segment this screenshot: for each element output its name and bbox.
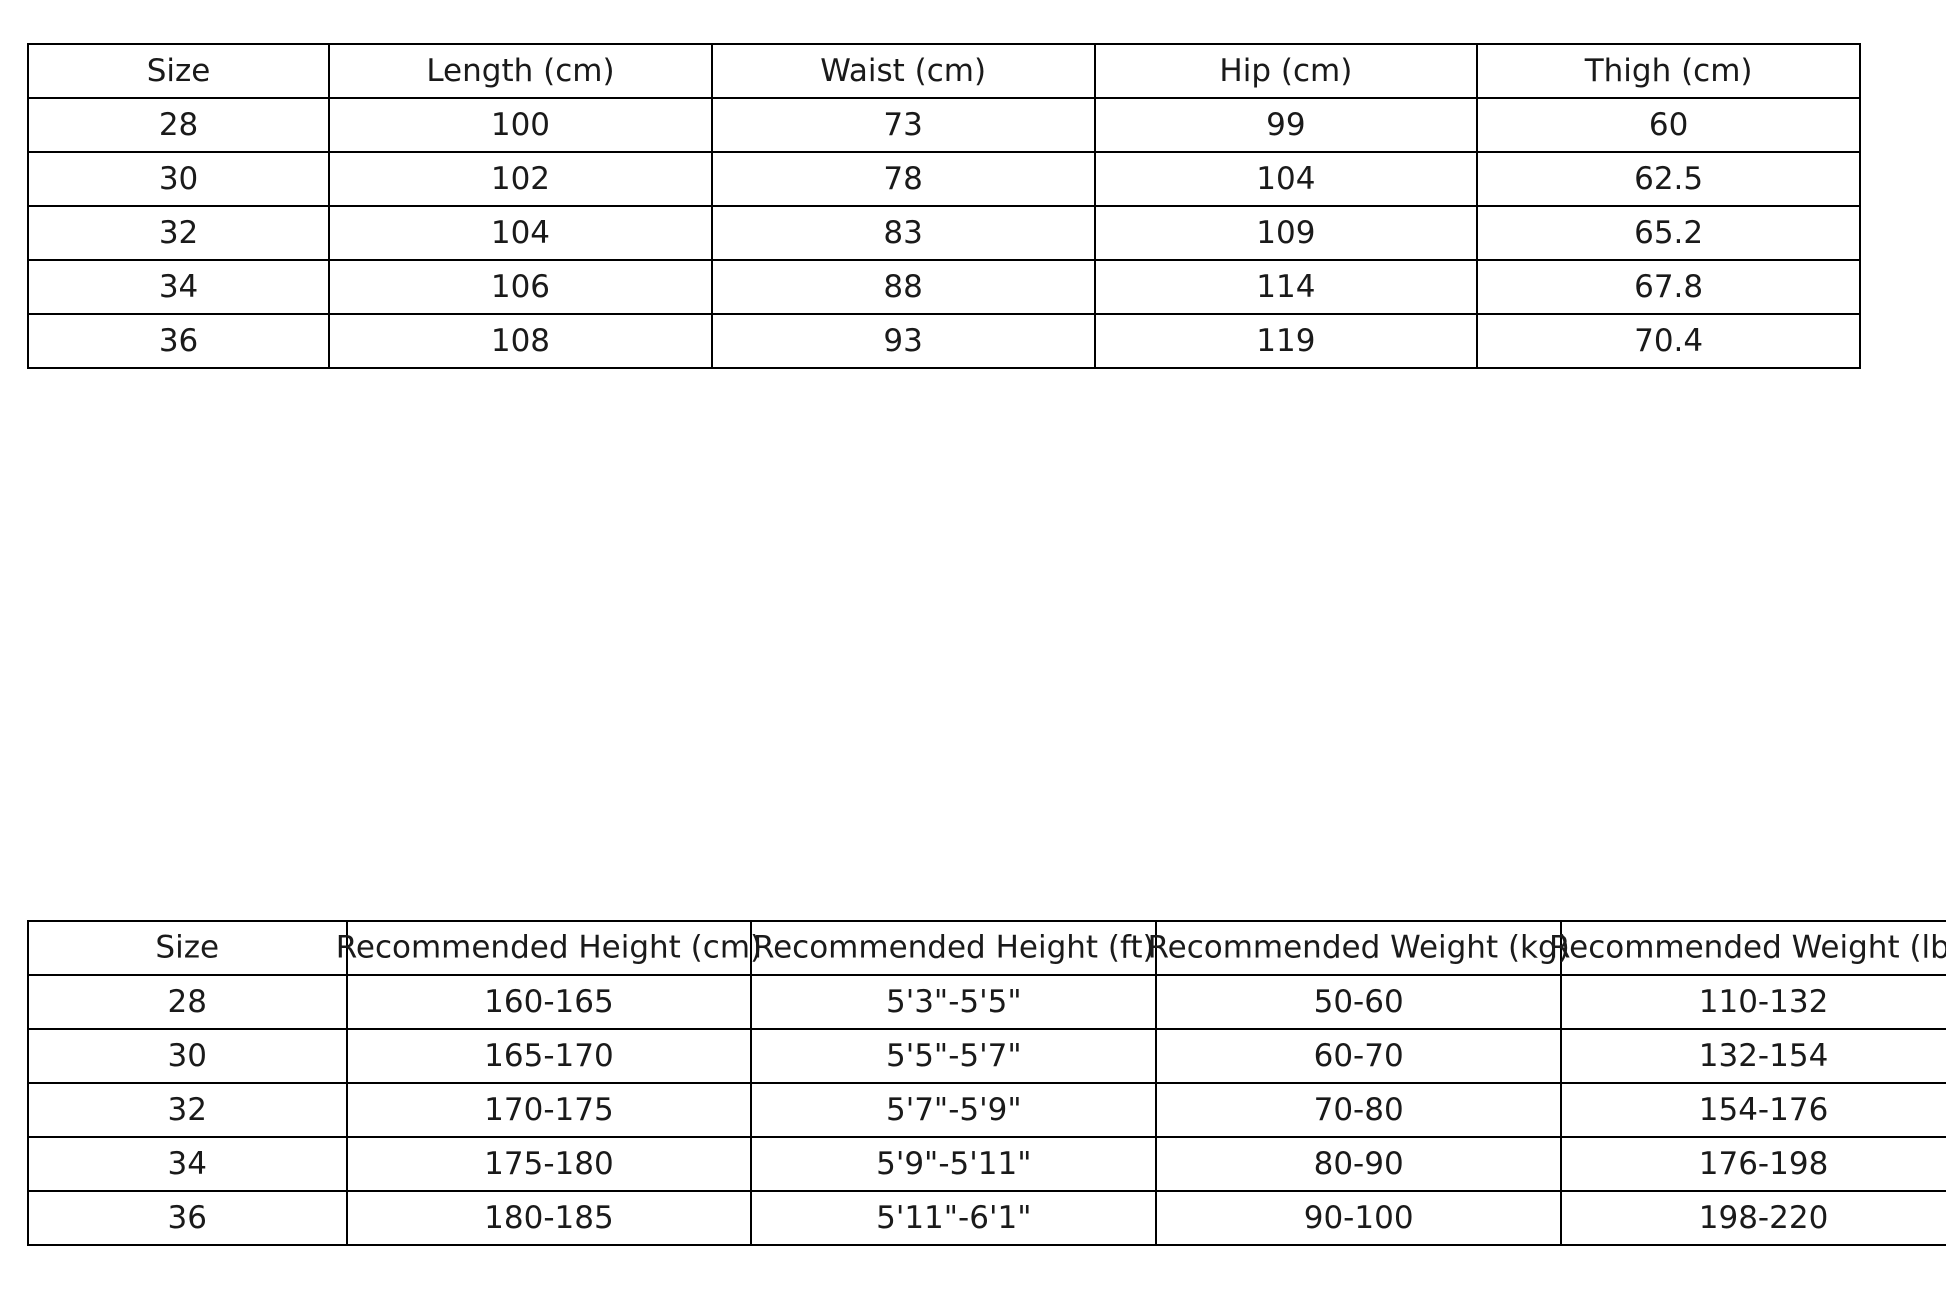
cell-weight-lbs: 132-154 — [1560, 1028, 1946, 1084]
size-chart-table: Size Length (cm) Waist (cm) Hip (cm) Thi… — [26, 43, 1861, 369]
table-row: 32 170-175 5'7"-5'9" 70-80 154-176 — [27, 1082, 1946, 1138]
size-chart-header: Size Length (cm) Waist (cm) Hip (cm) Thi… — [26, 43, 1861, 99]
table-row: 28 160-165 5'3"-5'5" 50-60 110-132 — [27, 974, 1946, 1030]
cell-weight-lbs: 110-132 — [1560, 974, 1946, 1030]
cell-thigh: 62.5 — [1476, 151, 1861, 207]
cell-waist: 73 — [710, 97, 1096, 153]
table-row: 30 102 78 104 62.5 — [26, 151, 1861, 207]
column-header-length: Length (cm) — [328, 43, 713, 99]
column-header-recommended-height-ft-label: Recommended Height (ft) — [752, 929, 1155, 966]
cell-thigh: 65.2 — [1476, 205, 1861, 261]
cell-weight-kg: 50-60 — [1155, 974, 1563, 1030]
table-header-row: Size Length (cm) Waist (cm) Hip (cm) Thi… — [26, 43, 1861, 99]
cell-waist: 88 — [710, 259, 1096, 315]
column-header-waist: Waist (cm) — [710, 43, 1096, 99]
fit-guide-body: 28 160-165 5'3"-5'5" 50-60 110-132 30 16… — [27, 974, 1946, 1246]
column-header-size: Size — [26, 43, 331, 99]
column-header-hip: Hip (cm) — [1093, 43, 1479, 99]
cell-height-ft: 5'7"-5'9" — [750, 1082, 1158, 1138]
table-row: 30 165-170 5'5"-5'7" 60-70 132-154 — [27, 1028, 1946, 1084]
column-header-recommended-weight-lbs-label: Recommended Weight (lbs) — [1548, 929, 1946, 966]
cell-height-cm: 175-180 — [345, 1136, 753, 1192]
table-row: 28 100 73 99 60 — [26, 97, 1861, 153]
cell-size: 30 — [27, 1028, 348, 1084]
cell-hip: 104 — [1093, 151, 1479, 207]
cell-height-cm: 180-185 — [345, 1190, 753, 1246]
cell-size: 36 — [26, 313, 331, 369]
column-header-size-label: Size — [155, 929, 220, 966]
cell-hip: 109 — [1093, 205, 1479, 261]
column-header-thigh: Thigh (cm) — [1476, 43, 1861, 99]
cell-thigh: 70.4 — [1476, 313, 1861, 369]
column-header-recommended-weight-kg-label: Recommended Weight (kg) — [1147, 929, 1570, 966]
column-header-recommended-weight-lbs: Recommended Weight (lbs) — [1549, 920, 1946, 976]
cell-weight-lbs: 198-220 — [1560, 1190, 1946, 1246]
cell-thigh: 67.8 — [1476, 259, 1861, 315]
cell-size: 34 — [27, 1136, 348, 1192]
table-header-row: Size Recommended Height (cm) Recommended… — [27, 920, 1946, 976]
size-chart-body: 28 100 73 99 60 30 102 78 104 62.5 32 10… — [26, 97, 1861, 369]
cell-waist: 78 — [710, 151, 1096, 207]
cell-length: 104 — [328, 205, 713, 261]
column-header-recommended-height-cm: Recommended Height (cm) — [336, 920, 762, 976]
cell-size: 28 — [26, 97, 331, 153]
cell-weight-kg: 80-90 — [1155, 1136, 1563, 1192]
cell-thigh: 60 — [1476, 97, 1861, 153]
cell-hip: 114 — [1093, 259, 1479, 315]
cell-height-ft: 5'11"-6'1" — [750, 1190, 1158, 1246]
column-header-size: Size — [27, 920, 348, 976]
cell-height-cm: 160-165 — [345, 974, 753, 1030]
cell-weight-kg: 90-100 — [1155, 1190, 1563, 1246]
cell-length: 102 — [328, 151, 713, 207]
cell-weight-kg: 70-80 — [1155, 1082, 1563, 1138]
fit-guide-table: Size Recommended Height (cm) Recommended… — [27, 920, 1946, 1246]
cell-size: 32 — [27, 1082, 348, 1138]
cell-size: 28 — [27, 974, 348, 1030]
cell-weight-lbs: 154-176 — [1560, 1082, 1946, 1138]
fit-guide-header: Size Recommended Height (cm) Recommended… — [27, 920, 1946, 976]
cell-waist: 93 — [710, 313, 1096, 369]
table-row: 36 108 93 119 70.4 — [26, 313, 1861, 369]
cell-length: 100 — [328, 97, 713, 153]
column-header-recommended-weight-kg: Recommended Weight (kg) — [1147, 920, 1570, 976]
cell-weight-kg: 60-70 — [1155, 1028, 1563, 1084]
cell-height-ft: 5'9"-5'11" — [750, 1136, 1158, 1192]
column-header-recommended-height-cm-label: Recommended Height (cm) — [335, 929, 763, 966]
cell-height-cm: 165-170 — [345, 1028, 753, 1084]
cell-size: 30 — [26, 151, 331, 207]
cell-hip: 119 — [1093, 313, 1479, 369]
cell-weight-lbs: 176-198 — [1560, 1136, 1946, 1192]
column-header-recommended-height-ft: Recommended Height (ft) — [750, 920, 1158, 976]
table-row: 34 106 88 114 67.8 — [26, 259, 1861, 315]
cell-size: 36 — [27, 1190, 348, 1246]
cell-height-cm: 170-175 — [345, 1082, 753, 1138]
table-row: 34 175-180 5'9"-5'11" 80-90 176-198 — [27, 1136, 1946, 1192]
cell-length: 108 — [328, 313, 713, 369]
cell-waist: 83 — [710, 205, 1096, 261]
cell-height-ft: 5'3"-5'5" — [750, 974, 1158, 1030]
table-row: 32 104 83 109 65.2 — [26, 205, 1861, 261]
cell-size: 32 — [26, 205, 331, 261]
cell-size: 34 — [26, 259, 331, 315]
table-row: 36 180-185 5'11"-6'1" 90-100 198-220 — [27, 1190, 1946, 1246]
cell-height-ft: 5'5"-5'7" — [750, 1028, 1158, 1084]
cell-length: 106 — [328, 259, 713, 315]
cell-hip: 99 — [1093, 97, 1479, 153]
